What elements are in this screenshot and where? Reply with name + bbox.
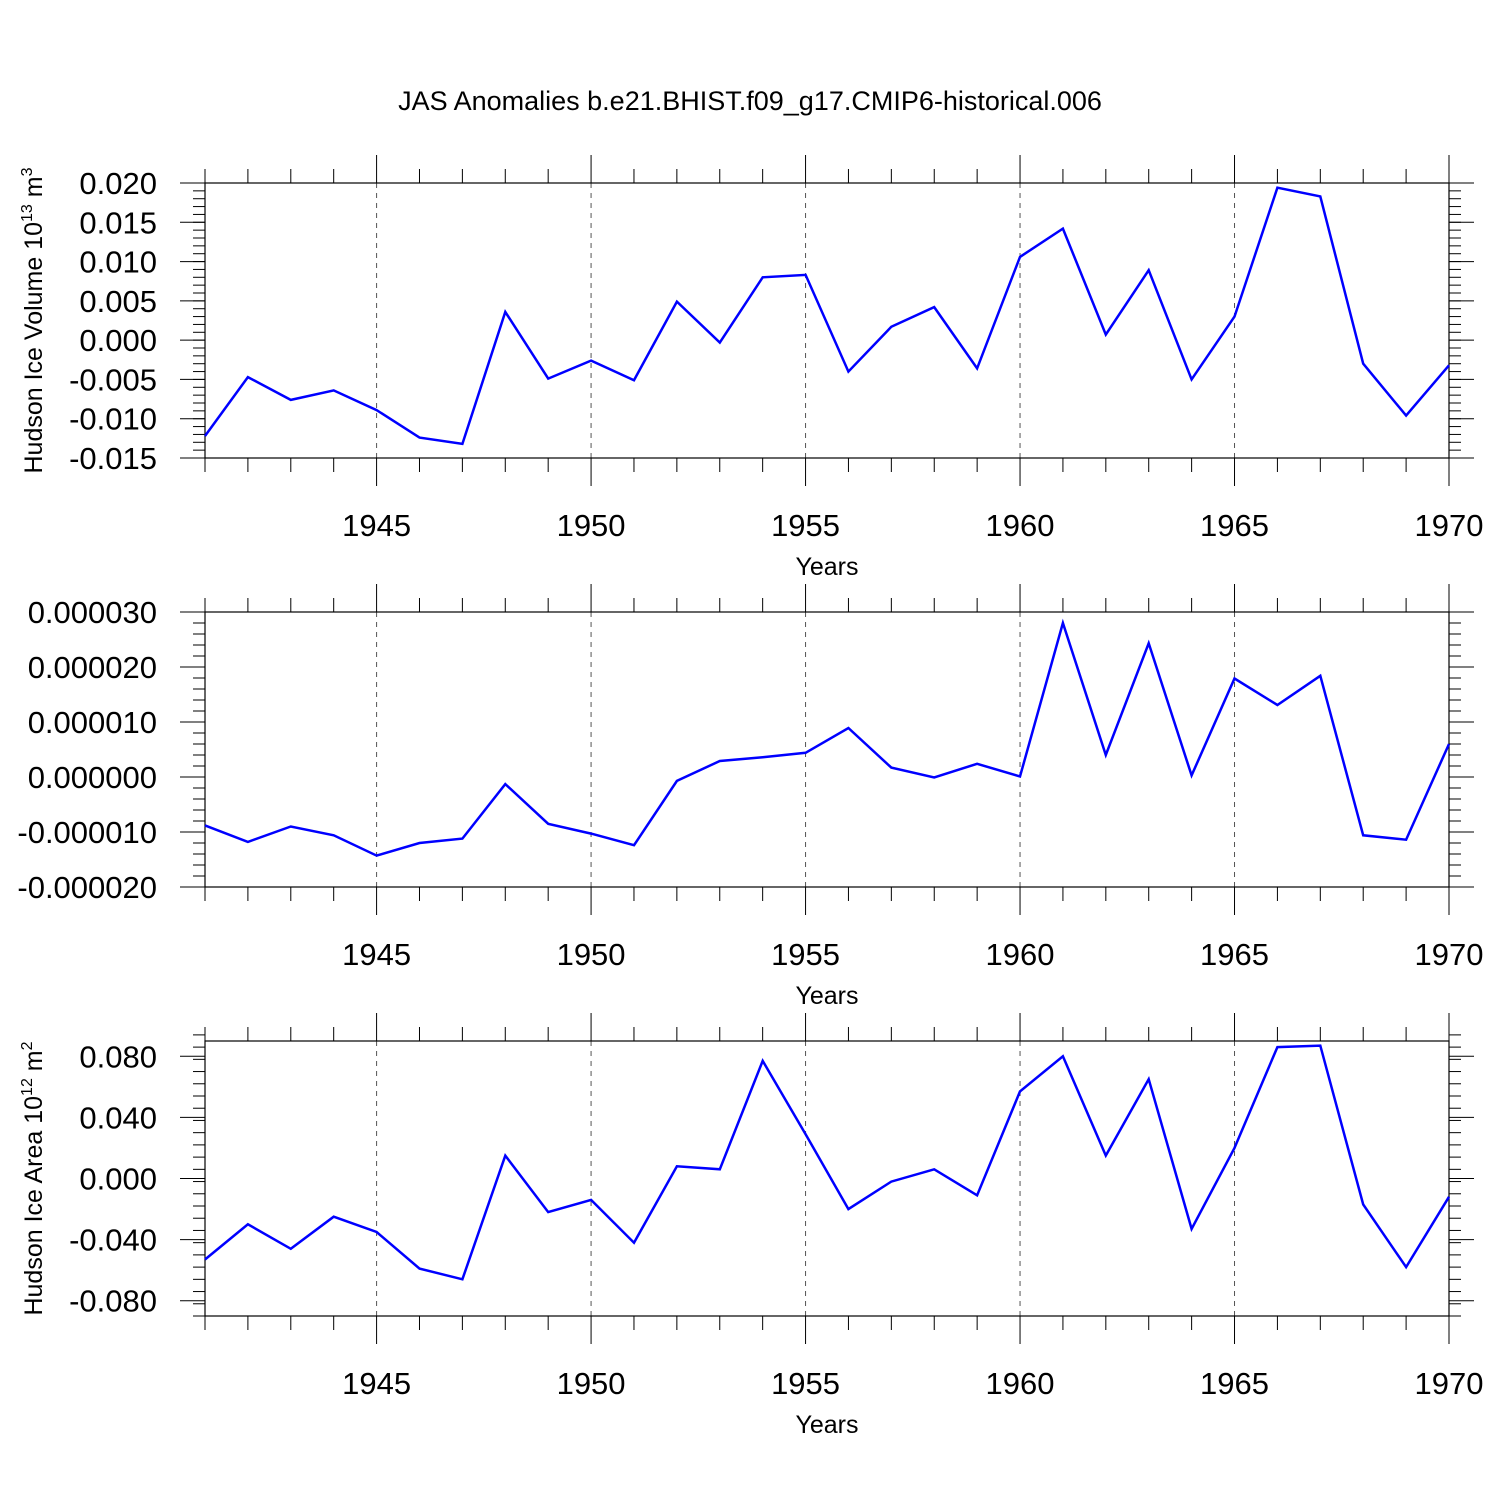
x-tick-label: 1970	[1415, 937, 1484, 972]
y-tick-label: 0.000030	[28, 595, 157, 630]
y-tick-label: 0.000000	[28, 760, 157, 795]
x-tick-label: 1950	[557, 1366, 626, 1401]
series-line-1	[204, 1044, 1451, 1281]
y-tick-label: -0.015	[69, 441, 157, 476]
y-tick-label: 0.005	[79, 284, 157, 319]
y-tick-label: 0.000020	[28, 650, 157, 685]
series-line-1	[203, 186, 1450, 446]
series-line-1	[204, 618, 1451, 857]
y-tick-label: -0.040	[69, 1223, 157, 1258]
x-tick-label: 1955	[771, 1366, 840, 1401]
y-tick-label: 0.020	[79, 166, 157, 201]
x-tick-label: 1960	[986, 508, 1055, 543]
y-tick-label: 0.080	[79, 1039, 157, 1074]
y-tick-label: 0.000	[79, 1162, 157, 1197]
x-tick-label: 1955	[771, 508, 840, 543]
y-tick-label: 0.015	[79, 205, 157, 240]
x-tick-label: 1970	[1415, 508, 1484, 543]
x-axis-title: Years	[795, 982, 858, 1010]
chart-panels: 1945 1950 1955 1960 1965 1970 Years -0.015 -0.01…	[17, 155, 1483, 1439]
y-tick-label: -0.080	[69, 1284, 157, 1319]
plot-frame	[204, 611, 1450, 888]
y-tick-label: 0.010	[79, 245, 157, 280]
x-tick-label: 1965	[1200, 1366, 1269, 1401]
x-tick-label: 1965	[1200, 508, 1269, 543]
y-tick-label: -0.000010	[17, 815, 157, 850]
plot-frame	[204, 182, 1450, 459]
x-tick-label: 1970	[1415, 1366, 1484, 1401]
y-tick-label: -0.005	[69, 362, 157, 397]
y-axis-title: Hudson Ice Area 1012 m2	[19, 1041, 48, 1315]
chart-panel-2: 1945 1950 1955 1960 1965 1970 Years -0.000020 -0…	[17, 584, 1483, 1010]
y-axis-title: Hudson Ice Volume 1013 m3	[19, 167, 48, 473]
x-tick-label: 1945	[342, 1366, 411, 1401]
x-axis-title: Years	[795, 1411, 858, 1439]
figure-title: JAS Anomalies b.e21.BHIST.f09_g17.CMIP6-…	[398, 86, 1102, 116]
x-tick-label: 1945	[342, 937, 411, 972]
y-tick-label: 0.000	[79, 323, 157, 358]
chart-panel-1: 1945 1950 1955 1960 1965 1970 Years -0.015 -0.01…	[19, 155, 1483, 581]
y-tick-label: -0.010	[69, 402, 157, 437]
y-tick-label: -0.000020	[17, 870, 157, 905]
chart-panel-3: 1945 1950 1955 1960 1965 1970 Years -0.080 -0.04…	[19, 1013, 1483, 1439]
x-tick-label: 1960	[986, 937, 1055, 972]
x-axis-title: Years	[795, 553, 858, 581]
x-tick-label: 1950	[557, 508, 626, 543]
x-tick-label: 1965	[1200, 937, 1269, 972]
x-tick-label: 1950	[557, 937, 626, 972]
x-tick-label: 1955	[771, 937, 840, 972]
y-tick-label: 0.040	[79, 1100, 157, 1135]
x-tick-label: 1960	[986, 1366, 1055, 1401]
x-tick-label: 1945	[342, 508, 411, 543]
y-tick-label: 0.000010	[28, 705, 157, 740]
